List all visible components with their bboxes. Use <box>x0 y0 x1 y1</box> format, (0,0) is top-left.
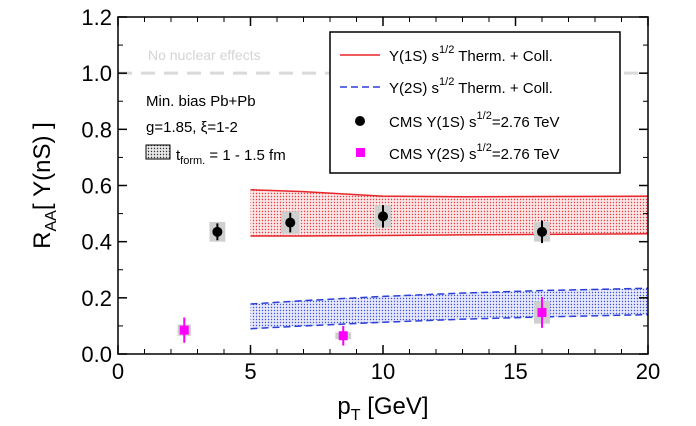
band-lower-edge-2s <box>250 313 649 330</box>
annotation-formation-time: tform. = 1 - 1.5 fm <box>176 147 286 167</box>
legend-marker-cms-2s <box>356 148 365 157</box>
y-tick-label-3: 0.6 <box>81 174 112 199</box>
annotation-block: Min. bias Pb+Pb g=1.85, ξ=1-2 tform. = 1… <box>145 93 286 167</box>
legend-label-1s-band: Υ(1S) s1/2 Therm. + Coll. <box>389 44 553 65</box>
y-tick-label-0: 0.0 <box>81 342 112 367</box>
band-upper-edge-1s <box>250 188 649 198</box>
data-point-2s-2 <box>537 307 547 317</box>
x-tick-label-3: 15 <box>503 359 527 384</box>
legend: Υ(1S) s1/2 Therm. + Coll. Υ(2S) s1/2 The… <box>329 31 621 174</box>
x-tick-label-2: 10 <box>371 359 395 384</box>
data-point-1s-2 <box>378 211 388 222</box>
y-tick-label-1: 0.2 <box>81 286 112 311</box>
annotation-collision-system: Min. bias Pb+Pb <box>146 93 256 110</box>
data-point-1s-1 <box>285 217 296 228</box>
y-tick-label-5: 1.0 <box>81 61 112 86</box>
tform-band-swatch <box>145 144 171 160</box>
x-tick-label-4: 20 <box>636 359 660 384</box>
x-tick-label-0: 0 <box>112 359 124 384</box>
plot-area: 0 5 10 15 20 0.0 0.2 0.4 0.6 0.8 1.0 1.2 <box>81 5 660 384</box>
data-point-1s-0 <box>212 226 223 237</box>
legend-marker-cms-1s <box>355 116 365 126</box>
band-lower-edge-1s <box>250 233 649 237</box>
x-axis-title: pT [GeV] <box>337 393 428 424</box>
legend-label-cms-1s: CMS Υ(1S) s1/2=2.76 TeV <box>389 110 560 131</box>
data-point-2s-1 <box>338 331 348 341</box>
y-axis-title: RAA[ Υ(nS) ] <box>29 122 60 249</box>
band-upper-edge-2s <box>250 287 649 305</box>
y-tick-label-2: 0.4 <box>81 230 112 255</box>
legend-label-2s-band: Υ(2S) s1/2 Therm. + Coll. <box>389 76 553 97</box>
annotation-parameters: g=1.85, ξ=1-2 <box>146 119 238 136</box>
data-point-2s-0 <box>179 325 189 335</box>
y-tick-label-6: 1.2 <box>81 5 112 30</box>
reference-line-label: No nuclear effects <box>148 47 261 63</box>
data-point-1s-3 <box>537 226 547 237</box>
x-tick-label-1: 5 <box>244 359 256 384</box>
y-tick-label-4: 0.8 <box>81 117 112 142</box>
legend-label-cms-2s: CMS Υ(2S) s1/2=2.76 TeV <box>389 142 560 163</box>
